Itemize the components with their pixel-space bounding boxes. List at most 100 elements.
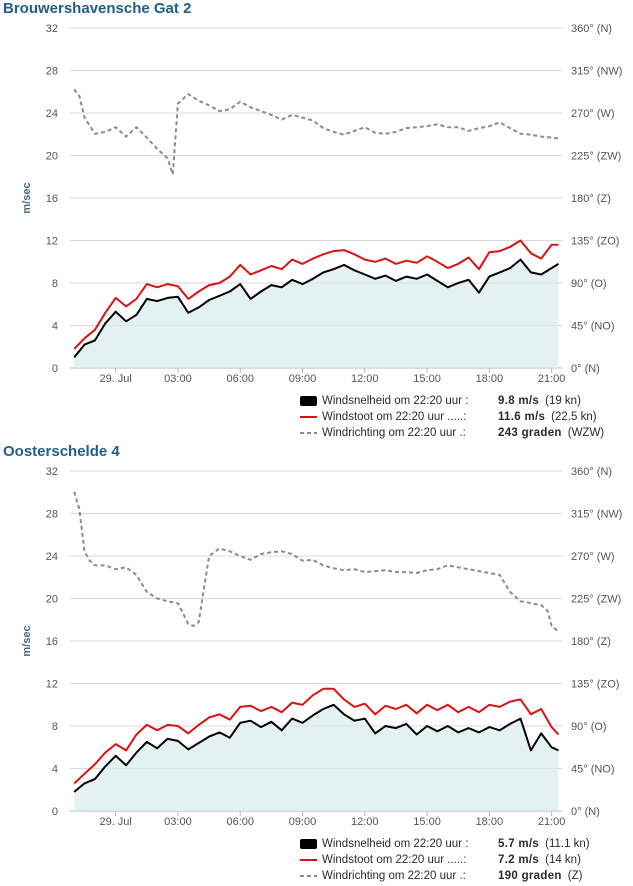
x-tick-label: 12:00	[351, 816, 379, 828]
x-tick-label: 06:00	[226, 816, 254, 828]
legend-swatch-red	[300, 855, 317, 865]
chart-legend: Windsnelheid om 22:20 uur : 5.7 m/s (11.1 …	[300, 838, 633, 886]
y-tick-label: 32	[46, 466, 58, 478]
y-tick-label: 12	[46, 236, 58, 248]
chart-legend: Windsnelheid om 22:20 uur : 9.8 m/s (19 kn…	[300, 395, 633, 443]
y2-tick-label: 0° (N)	[571, 806, 600, 818]
y-tick-label: 28	[46, 66, 58, 78]
x-tick-label: 09:00	[289, 373, 317, 385]
y-tick-label: 4	[52, 321, 58, 333]
wind-chart: 0 0° (N) 4 45° (NO) 8 90° (O) 12 135° (ZO) 16 180…	[21, 466, 622, 828]
x-tick-label: 12:00	[351, 373, 379, 385]
y2-tick-label: 90° (O)	[571, 278, 607, 290]
legend-extra: (14 kn)	[545, 854, 581, 866]
x-tick-label: 03:00	[164, 816, 192, 828]
y-tick-label: 32	[46, 23, 58, 35]
x-tick-label: 06:00	[226, 373, 254, 385]
y-tick-label: 16	[46, 193, 58, 205]
legend-extra: (Z)	[567, 870, 583, 882]
series-line-windrichting	[73, 491, 560, 633]
y-axis-title: m/sec	[21, 182, 33, 213]
x-tick-label: 15:00	[413, 373, 441, 385]
legend-label: Windsnelheid om 22:20 uur :	[322, 838, 469, 850]
station-panel-0: Brouwershavensche Gat 2 0 0° (N) 4 45° (NO)…	[3, 0, 633, 443]
y-tick-label: 20	[46, 151, 58, 163]
y2-tick-label: 45° (NO)	[571, 764, 615, 776]
legend-windrichting[interactable]: Windrichting om 22:20 uur .: 190 graden (Z…	[300, 870, 582, 886]
y-tick-label: 28	[46, 509, 58, 521]
legend-windrichting[interactable]: Windrichting om 22:20 uur .: 243 graden (W…	[300, 427, 604, 443]
legend-swatch-red	[300, 412, 317, 422]
y2-tick-label: 270° (W)	[571, 108, 615, 120]
y2-tick-label: 180° (Z)	[571, 193, 611, 205]
legend-value: 243 graden	[498, 427, 562, 439]
legend-extra: (11.1 kn)	[545, 838, 590, 850]
legend-swatch-black	[300, 838, 317, 849]
legend-windstoot[interactable]: Windstoot om 22:20 uur .....: 11.6 m/s (22…	[300, 411, 597, 427]
legend-value: 7.2 m/s	[498, 854, 540, 866]
x-tick-label: 09:00	[289, 816, 317, 828]
legend-windsnelheid[interactable]: Windsnelheid om 22:20 uur : 5.7 m/s (11.1 …	[300, 838, 590, 854]
y-tick-label: 16	[46, 636, 58, 648]
legend-windstoot[interactable]: Windstoot om 22:20 uur .....: 7.2 m/s (14 …	[300, 854, 581, 870]
chart-title: Brouwershavensche Gat 2	[3, 0, 192, 17]
y2-tick-label: 360° (N)	[571, 466, 612, 478]
y-tick-label: 0	[52, 363, 58, 375]
y-tick-label: 24	[46, 108, 58, 120]
y2-tick-label: 45° (NO)	[571, 321, 615, 333]
legend-swatch-dashed	[300, 428, 317, 438]
y-tick-label: 4	[52, 764, 58, 776]
y2-tick-label: 225° (ZW)	[571, 151, 621, 163]
series-area-windsnelheid	[74, 259, 559, 368]
legend-label: Windsnelheid om 22:20 uur :	[322, 395, 469, 407]
legend-value: 5.7 m/s	[498, 838, 540, 850]
y2-tick-label: 0° (N)	[571, 363, 600, 375]
series-line-windsnelheid	[73, 703, 559, 793]
x-tick-label: 18:00	[476, 373, 504, 385]
y2-tick-label: 315° (NW)	[571, 509, 622, 521]
y2-tick-label: 180° (Z)	[571, 636, 611, 648]
x-tick-label: 29. Jul	[99, 816, 131, 828]
series-line-windstoot	[73, 687, 560, 785]
y-tick-label: 20	[46, 594, 58, 606]
y2-tick-label: 315° (NW)	[571, 66, 622, 78]
x-tick-label: 29. Jul	[99, 373, 131, 385]
series-line-windrichting	[73, 88, 559, 176]
legend-extra: (19 kn)	[545, 395, 581, 407]
legend-swatch-black	[300, 395, 317, 406]
x-tick-label: 15:00	[413, 816, 441, 828]
y-tick-label: 24	[46, 551, 58, 563]
legend-swatch-dashed	[300, 871, 317, 881]
x-tick-label: 18:00	[476, 816, 504, 828]
y2-tick-label: 270° (W)	[571, 551, 615, 563]
series-line-windsnelheid	[73, 258, 560, 359]
legend-label: Windstoot om 22:20 uur .....:	[322, 411, 467, 423]
y2-tick-label: 360° (N)	[571, 23, 612, 35]
wind-chart: 0 0° (N) 4 45° (NO) 8 90° (O) 12 135° (ZO) 16 180…	[21, 23, 622, 385]
y2-tick-label: 135° (ZO)	[571, 679, 619, 691]
legend-extra: (22.5 kn)	[551, 411, 597, 423]
legend-value: 9.8 m/s	[498, 395, 540, 407]
legend-value: 11.6 m/s	[498, 411, 546, 423]
series-line-windstoot	[73, 239, 559, 350]
y-tick-label: 0	[52, 806, 58, 818]
legend-label: Windrichting om 22:20 uur .:	[322, 427, 466, 439]
y-tick-label: 8	[52, 278, 58, 290]
y-tick-label: 8	[52, 721, 58, 733]
y2-tick-label: 90° (O)	[571, 721, 607, 733]
legend-value: 190 graden	[498, 870, 562, 882]
x-tick-label: 03:00	[164, 373, 192, 385]
series-area-windsnelheid	[74, 704, 559, 811]
legend-label: Windstoot om 22:20 uur .....:	[322, 854, 467, 866]
legend-label: Windrichting om 22:20 uur .:	[322, 870, 466, 882]
y-axis-title: m/sec	[21, 625, 33, 656]
legend-extra: (WZW)	[567, 427, 605, 439]
legend-windsnelheid[interactable]: Windsnelheid om 22:20 uur : 9.8 m/s (19 kn…	[300, 395, 581, 411]
y2-tick-label: 225° (ZW)	[571, 594, 621, 606]
x-tick-label: 21:00	[538, 816, 566, 828]
chart-title: Oosterschelde 4	[3, 443, 120, 460]
y-tick-label: 12	[46, 679, 58, 691]
station-panel-1: Oosterschelde 4 0 0° (N) 4 45° (NO) 8 90° (O)…	[0, 443, 633, 885]
x-tick-label: 21:00	[538, 373, 566, 385]
y2-tick-label: 135° (ZO)	[571, 236, 619, 248]
